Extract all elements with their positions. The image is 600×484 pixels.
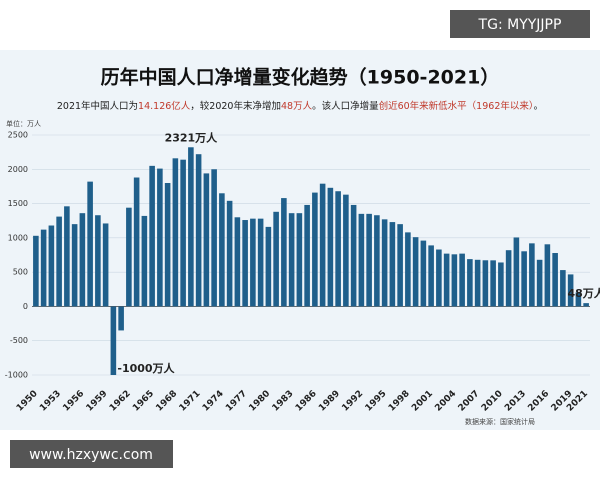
bar	[389, 222, 396, 307]
chart-title: 历年中国人口净增量变化趋势（1950-2021）	[101, 66, 500, 89]
bar	[265, 226, 272, 307]
bar	[126, 207, 132, 307]
y-tick-label: -500	[10, 336, 28, 345]
bar	[164, 183, 171, 307]
bar	[242, 220, 248, 307]
bar	[343, 194, 349, 307]
bar	[288, 213, 295, 307]
bar	[250, 218, 256, 307]
bar	[296, 213, 303, 307]
bar	[141, 215, 148, 307]
bar	[157, 168, 163, 307]
bar	[467, 259, 473, 307]
watermark-top: TG: MYYJJPP	[478, 17, 562, 33]
bar	[257, 218, 264, 307]
unit-label: 单位：万人	[6, 119, 41, 128]
watermark-bottom: www.hzxywc.com	[29, 447, 153, 463]
bar	[505, 250, 512, 307]
subtitle: 2021年中国人口为14.126亿人，较2020年末净增加48万人。该人口净增量…	[57, 100, 543, 112]
bar	[149, 165, 155, 307]
value-label: 2321万人	[165, 130, 219, 144]
bar	[56, 216, 62, 307]
bar	[498, 262, 504, 307]
bar	[64, 206, 70, 307]
bar	[203, 173, 210, 307]
value-label: 48万人	[567, 286, 600, 300]
bar	[219, 193, 225, 307]
bar	[172, 158, 179, 307]
value-label: -1000万人	[117, 361, 175, 375]
bar	[33, 235, 39, 307]
bar	[195, 154, 202, 307]
y-tick-label: 2500	[8, 131, 28, 140]
bar	[226, 200, 233, 307]
bar	[583, 303, 589, 307]
bar	[211, 169, 217, 307]
bar	[536, 259, 543, 307]
bar	[71, 224, 78, 307]
bar	[188, 147, 194, 307]
bar	[412, 237, 419, 307]
bar	[529, 243, 535, 307]
bar	[374, 215, 380, 307]
bar	[451, 254, 458, 307]
bar	[312, 192, 318, 307]
y-tick-label: 2000	[8, 165, 28, 174]
bar	[358, 213, 365, 307]
source: 数据来源：国家统计局	[465, 417, 535, 426]
bar	[40, 229, 47, 307]
y-tick-label: 500	[13, 268, 28, 277]
y-tick-label: 0	[23, 302, 28, 311]
bar	[474, 259, 481, 307]
subtitle-part: 14.126亿人	[138, 100, 191, 112]
bar	[327, 187, 334, 307]
subtitle-part: 。	[534, 101, 544, 112]
bar	[459, 253, 465, 307]
bar	[319, 183, 326, 307]
bar	[273, 211, 279, 307]
bar	[490, 260, 496, 307]
bar	[405, 232, 411, 307]
bar	[335, 191, 341, 307]
bar	[397, 224, 403, 307]
bar	[560, 270, 566, 307]
bar	[552, 253, 558, 307]
bar	[180, 159, 186, 307]
bar	[482, 260, 489, 307]
bar	[544, 244, 551, 307]
y-tick-label: 1500	[8, 199, 28, 208]
bar	[118, 306, 124, 331]
bar	[95, 215, 101, 307]
bar	[102, 223, 109, 307]
watermark-box	[450, 10, 590, 38]
subtitle-part: 48万人	[281, 101, 313, 112]
bar	[567, 274, 574, 307]
subtitle-part: ，较2020年末净增加	[190, 100, 281, 112]
bar	[420, 240, 427, 307]
bar	[428, 245, 434, 307]
bar	[304, 204, 310, 307]
subtitle-part: 2021年中国人口为	[57, 100, 138, 112]
subtitle-part: 创近60年来新低水平（1962年以来）	[379, 100, 534, 112]
watermark-box	[10, 440, 173, 468]
bar	[513, 237, 520, 307]
y-tick-label: 1000	[8, 233, 28, 242]
bar	[521, 251, 527, 307]
subtitle-part: 。该人口净增量	[312, 100, 379, 112]
y-tick-label: -1000	[5, 371, 28, 380]
bar	[110, 306, 117, 375]
bar	[366, 213, 372, 307]
bar	[281, 198, 287, 307]
bar	[133, 177, 140, 307]
bar	[79, 213, 86, 307]
bar	[48, 225, 55, 307]
bar	[575, 292, 582, 307]
bar	[234, 217, 241, 307]
bar	[436, 249, 442, 307]
bar	[87, 181, 93, 307]
bar	[350, 204, 357, 307]
bar	[381, 219, 388, 307]
bar	[443, 253, 450, 307]
